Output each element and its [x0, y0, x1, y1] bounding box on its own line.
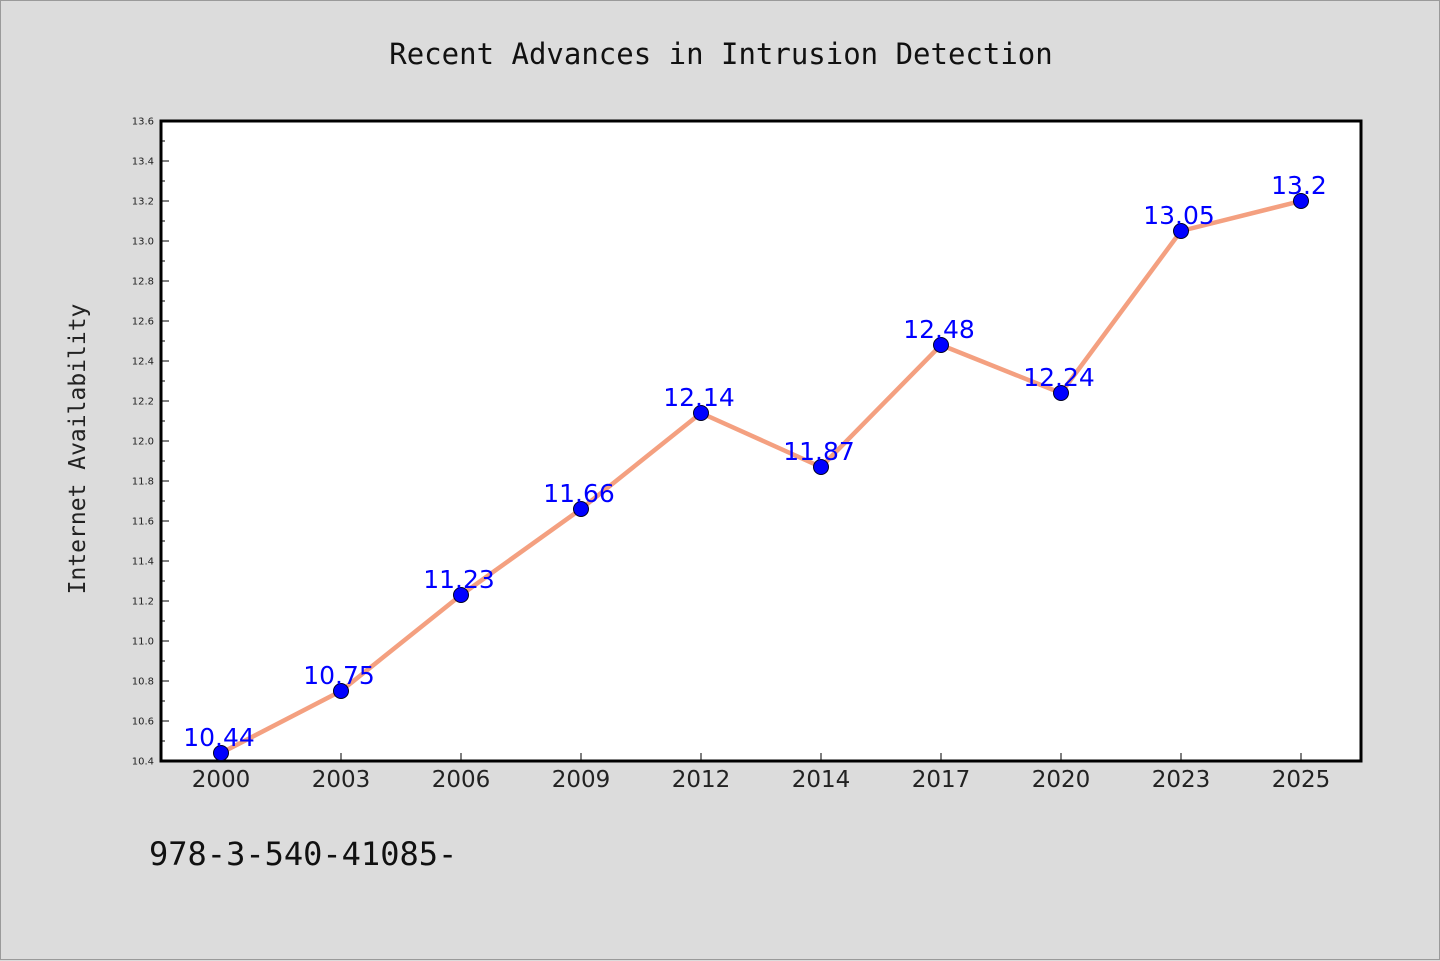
- y-tick-label: 11.6: [132, 517, 154, 528]
- x-axis-ticks: 2000 2003 2006 2009 2012 2014 2017 2020 2023 2025: [192, 753, 1331, 793]
- series-line: [218, 198, 1304, 756]
- x-tick-label: 2025: [1272, 767, 1331, 793]
- data-label: 10.75: [303, 661, 375, 690]
- data-point: [813, 459, 829, 475]
- data-label: 12.48: [903, 315, 975, 344]
- chart-title: Recent Advances in Intrusion Detection: [389, 37, 1052, 71]
- y-tick-label: 10.8: [132, 677, 154, 688]
- footer-text: 978-3-540-41085-: [149, 835, 457, 873]
- data-label: 12.14: [663, 383, 735, 412]
- data-point: [213, 745, 229, 761]
- y-axis-ticks: 10.4 10.6 10.8 11.0 11.2 11.4 11.6 11.8 12.0 12.2…: [132, 117, 169, 768]
- data-label: 11.87: [783, 437, 855, 466]
- data-point: [1293, 193, 1309, 209]
- y-tick-label: 12.4: [132, 357, 154, 368]
- data-point: [453, 587, 469, 603]
- y-tick-label: 13.2: [132, 197, 154, 208]
- data-label: 13.05: [1143, 201, 1215, 230]
- y-tick-label: 12.0: [132, 437, 154, 448]
- x-tick-label: 2000: [192, 767, 251, 793]
- data-point: [333, 683, 349, 699]
- y-tick-label: 11.0: [132, 637, 154, 648]
- y-tick-label: 10.4: [132, 757, 154, 768]
- data-labels: 10.44 10.75 11.23 11.66 12.14 11.87 12.48 12.24…: [183, 171, 1327, 752]
- data-label: 11.66: [543, 479, 615, 508]
- data-point: [1053, 385, 1069, 401]
- x-tick-label: 2017: [912, 767, 971, 793]
- y-tick-label: 12.8: [132, 277, 154, 288]
- y-tick-label: 13.4: [132, 157, 154, 168]
- y-tick-label: 13.0: [132, 237, 154, 248]
- y-tick-label: 11.4: [132, 557, 154, 568]
- data-point: [573, 501, 589, 517]
- y-tick-label: 11.8: [132, 477, 154, 488]
- y-tick-label: 10.6: [132, 717, 154, 728]
- data-point: [933, 337, 949, 353]
- data-label: 10.44: [183, 723, 255, 752]
- y-axis-label: Internet Availability: [65, 304, 91, 595]
- x-tick-label: 2006: [432, 767, 491, 793]
- x-tick-label: 2009: [552, 767, 611, 793]
- y-tick-label: 12.2: [132, 397, 154, 408]
- x-tick-label: 2003: [312, 767, 371, 793]
- x-tick-label: 2020: [1032, 767, 1091, 793]
- data-label: 11.23: [423, 565, 495, 594]
- y-tick-label: 13.6: [132, 117, 154, 128]
- data-point: [693, 405, 709, 421]
- data-label: 13.2: [1271, 171, 1327, 200]
- data-point: [1173, 223, 1189, 239]
- x-tick-label: 2023: [1152, 767, 1211, 793]
- y-tick-label: 11.2: [132, 597, 154, 608]
- y-tick-label: 12.6: [132, 317, 154, 328]
- series-layer: [213, 193, 1309, 761]
- x-tick-label: 2012: [672, 767, 731, 793]
- data-label: 12.24: [1023, 363, 1095, 392]
- x-tick-label: 2014: [792, 767, 851, 793]
